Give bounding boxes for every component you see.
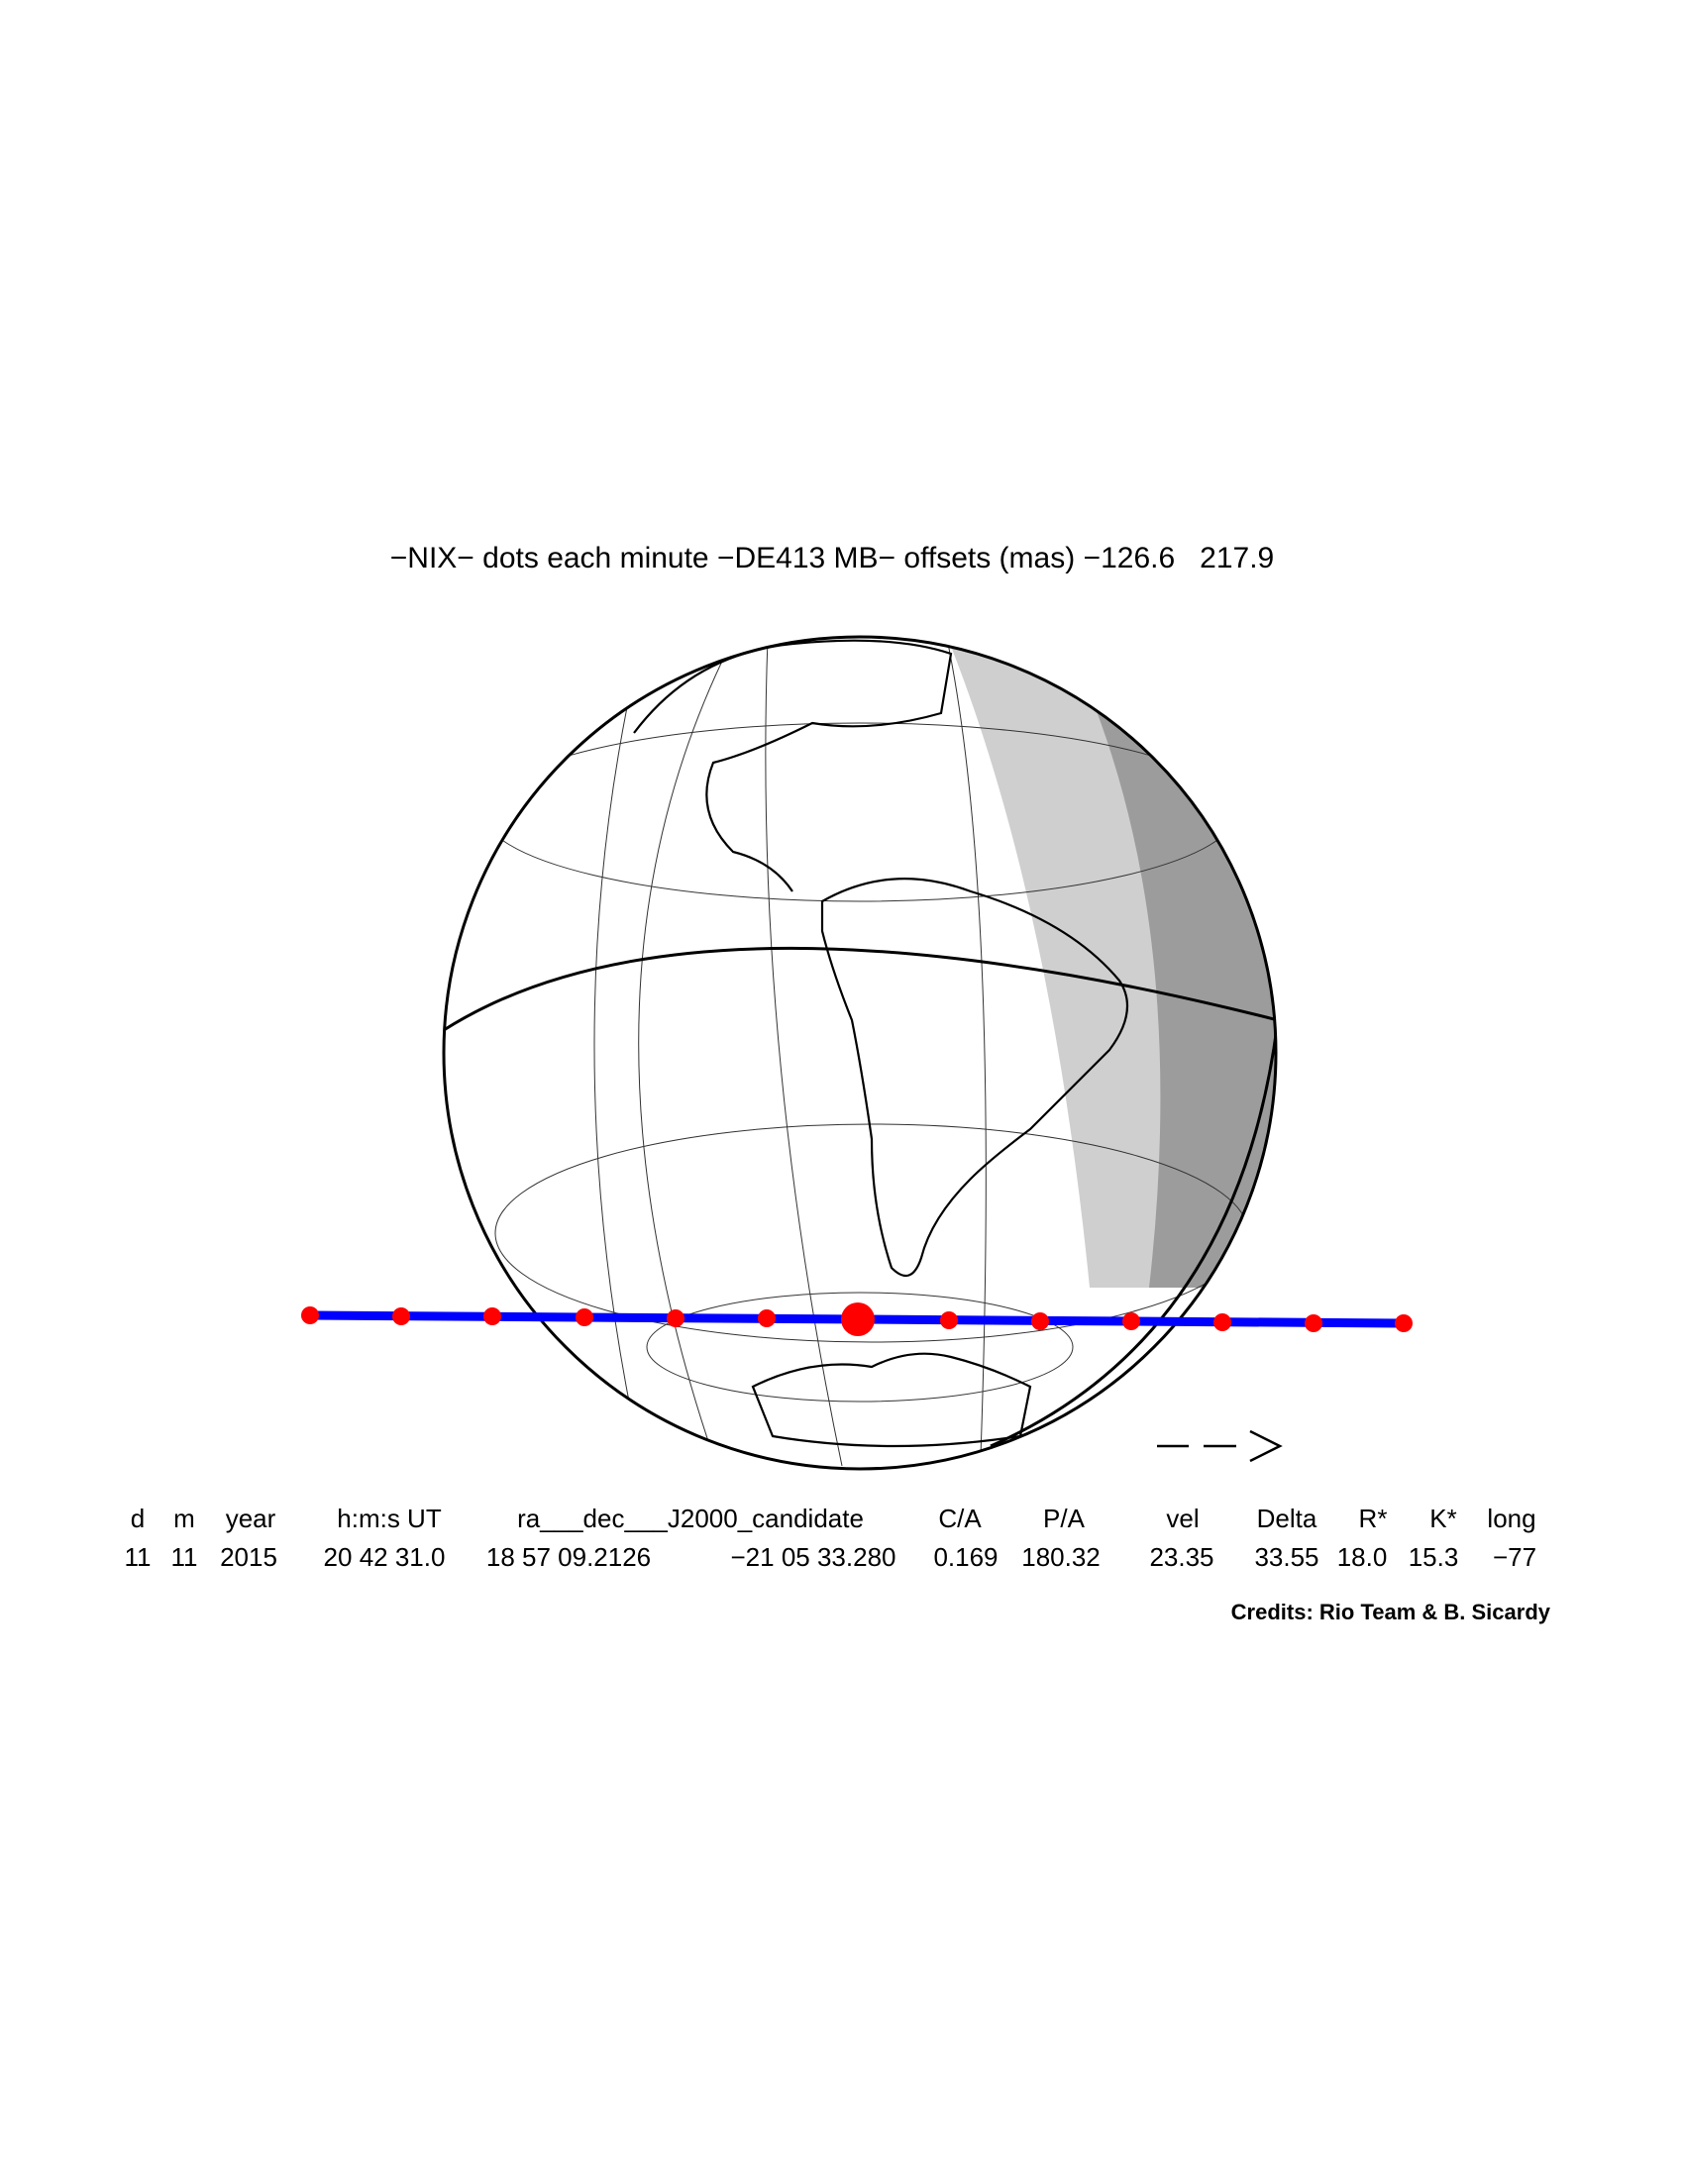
table-header: h:m:s UT — [337, 1504, 442, 1533]
table-value: −77 — [1493, 1542, 1536, 1572]
table-header: m — [173, 1504, 195, 1533]
table-header: ra___dec___J2000_candidate — [517, 1504, 864, 1533]
direction-arrow — [1157, 1429, 1283, 1463]
table-header: long — [1487, 1504, 1535, 1533]
table-header: P/A — [1043, 1504, 1086, 1533]
map-title: −NIX− dots each minute −DE413 MB− offset… — [390, 542, 1274, 574]
table-value: 180.32 — [1021, 1542, 1101, 1572]
table-value: 0.169 — [933, 1542, 998, 1572]
shadow-track — [301, 1302, 1413, 1336]
table-header: K* — [1429, 1504, 1456, 1533]
table-header: R* — [1359, 1504, 1388, 1533]
table-header: C/A — [938, 1504, 982, 1533]
table-value: −21 05 33.280 — [731, 1542, 896, 1572]
credits: Credits: Rio Team & B. Sicardy — [1231, 1600, 1551, 1624]
table-value: 18 57 09.2126 — [486, 1542, 651, 1572]
table-header: Delta — [1257, 1504, 1317, 1533]
table-header: d — [131, 1504, 145, 1533]
table-header: vel — [1166, 1504, 1199, 1533]
table-value: 11 — [171, 1542, 198, 1572]
table-value: 23.35 — [1149, 1542, 1213, 1572]
table-value: 18.0 — [1337, 1542, 1388, 1572]
table-value: 15.3 — [1409, 1542, 1459, 1572]
table-value: 33.55 — [1254, 1542, 1318, 1572]
table-value: 11 — [125, 1542, 152, 1572]
table-value: 20 42 31.0 — [324, 1542, 446, 1572]
table-header: year — [226, 1504, 276, 1533]
globe — [442, 635, 1278, 1471]
table-value: 2015 — [220, 1542, 277, 1572]
